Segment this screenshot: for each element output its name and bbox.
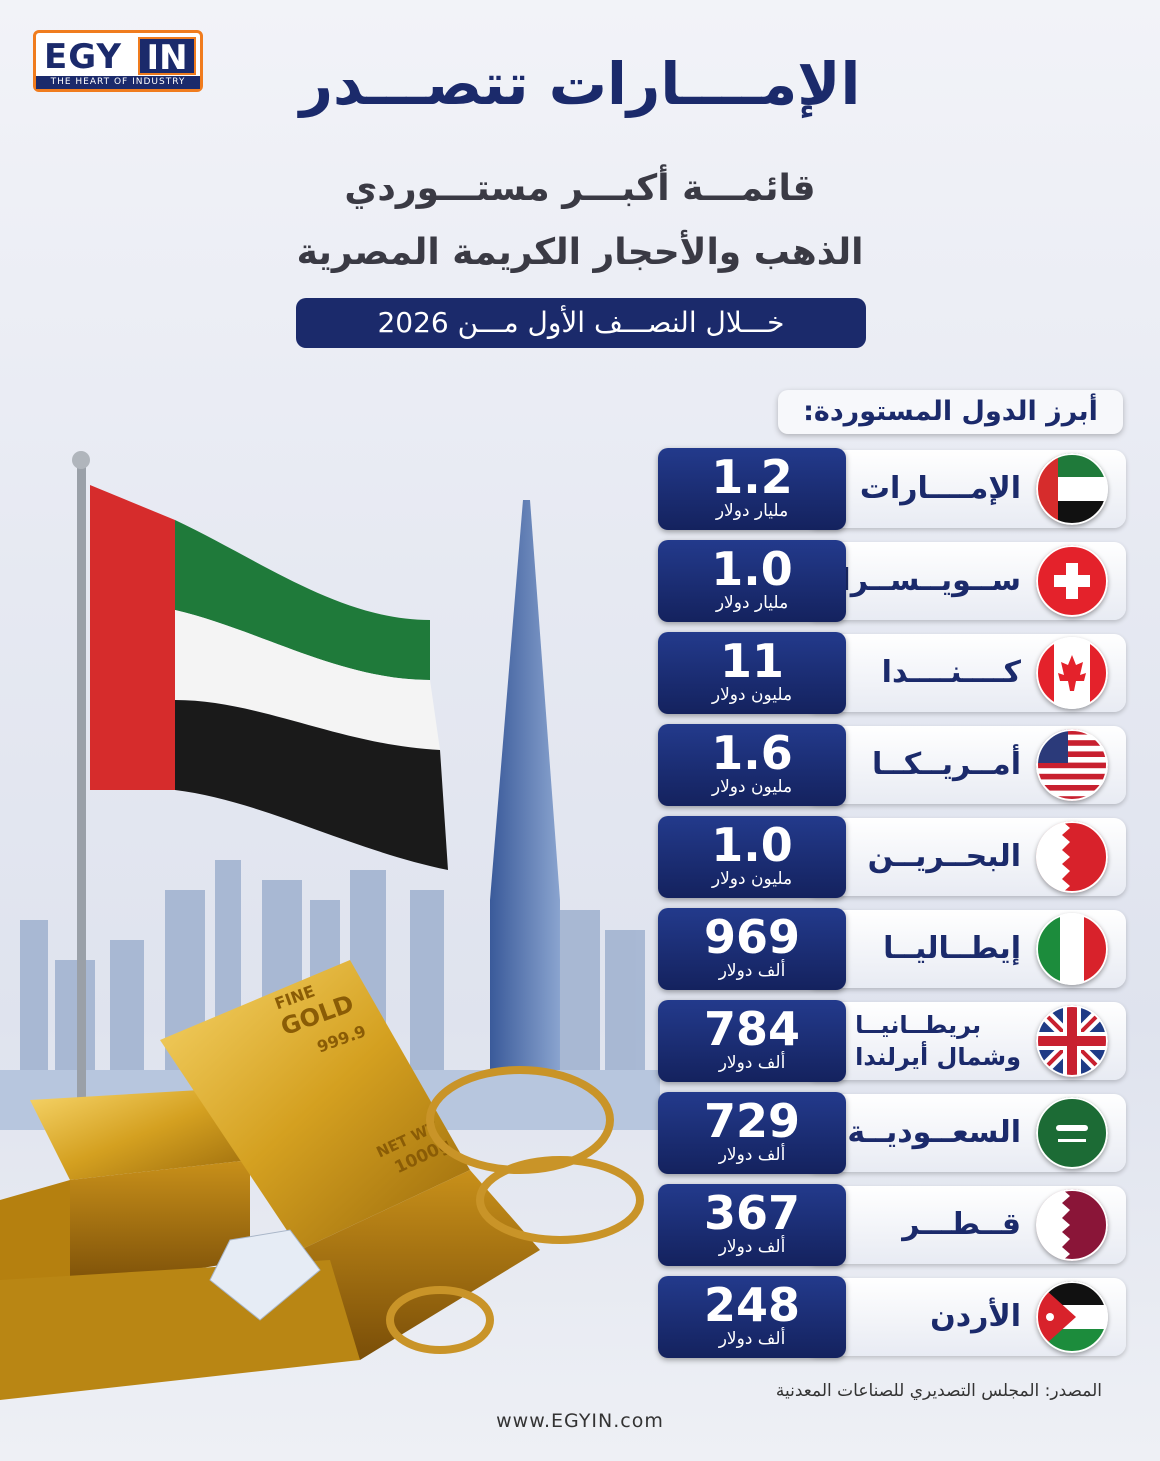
value-box: 969 ألف دولار [658, 908, 846, 990]
country-name: ســويــســرا [840, 540, 1021, 622]
value-box: 248 ألف دولار [658, 1276, 846, 1358]
flag [1036, 545, 1108, 617]
flag [1036, 821, 1108, 893]
value-box: 11 مليون دولار [658, 632, 846, 714]
logo: EGY IN THE HEART OF INDUSTRY [33, 30, 203, 92]
value: 248 [703, 1278, 801, 1332]
unit: ألف دولار [718, 1237, 786, 1257]
country-row: البحــريــن 1.0 مليون دولار [656, 816, 1126, 898]
value: 1.0 [711, 542, 793, 596]
value: 969 [703, 910, 801, 964]
value-box: 1.6 مليون دولار [658, 724, 846, 806]
flag [1036, 453, 1108, 525]
country-name: بريطــانيــا وشمال أيرلندا [855, 1000, 1021, 1082]
jewelry [386, 1066, 644, 1354]
unit: ألف دولار [718, 961, 786, 981]
diamond [209, 1229, 321, 1321]
tower [490, 500, 560, 1090]
country-row: قــطـــر 367 ألف دولار [656, 1184, 1126, 1266]
gold-bars [0, 960, 540, 1400]
value-box: 1.2 مليار دولار [658, 448, 846, 530]
unit: ألف دولار [718, 1053, 786, 1073]
list-heading: أبرز الدول المستوردة: [778, 390, 1123, 434]
country-row: الإمــــارات 1.2 مليار دولار [656, 448, 1126, 530]
country-line: الإمــــارات [859, 471, 1021, 506]
country-row: الأردن 248 ألف دولار [656, 1276, 1126, 1358]
country-name: الإمــــارات [860, 448, 1021, 530]
country-row: بريطــانيــا وشمال أيرلندا 784 ألف دولار [656, 1000, 1126, 1082]
country-name: السعــوديــة [847, 1092, 1021, 1174]
logo-tagline: THE HEART OF INDUSTRY [36, 76, 200, 89]
unit: ألف دولار [718, 1329, 786, 1349]
country-line: الأردن [930, 1299, 1021, 1334]
country-line: قــطـــر [902, 1207, 1021, 1242]
flag [1036, 729, 1108, 801]
country-name: البحــريــن [868, 816, 1021, 898]
country-line: السعــوديــة [847, 1115, 1021, 1150]
country-name: قــطـــر [902, 1184, 1021, 1266]
country-name: أمــريــكــا [872, 724, 1021, 806]
value: 1.0 [711, 818, 793, 872]
country-name: إيطــاليــا [883, 908, 1021, 990]
country-row: السعــوديــة 729 ألف دولار [656, 1092, 1126, 1174]
flag-pole [77, 460, 86, 1110]
value-box: 367 ألف دولار [658, 1184, 846, 1266]
subtitle: قائمـــة أكبـــر مستـــوردي [344, 168, 816, 209]
value: 367 [703, 1186, 801, 1240]
value: 729 [703, 1094, 801, 1148]
country-line: بريطــانيــا [855, 1011, 982, 1039]
unit: مليون دولار [711, 685, 793, 705]
illustration: FINE GOLD 999.9 NET WT 1000g [0, 451, 660, 1400]
value: 11 [719, 634, 784, 688]
unit: مليار دولار [715, 501, 789, 521]
country-row: ســويــســرا 1.0 مليار دولار [656, 540, 1126, 622]
flag [1036, 637, 1108, 709]
country-line: البحــريــن [867, 839, 1021, 874]
title: الإمــــارات تتصـــدر [299, 50, 861, 118]
country-name: كــــنــــدا [882, 632, 1021, 714]
website: www.EGYIN.com [496, 1410, 664, 1432]
period: خـــلال النصـــف الأول مـــن 2026 [296, 298, 866, 348]
flag [1036, 1189, 1108, 1261]
uae-flag [90, 485, 448, 870]
logo-text: EGY [44, 37, 123, 77]
value: 1.6 [711, 726, 793, 780]
country-row: أمــريــكــا 1.6 مليون دولار [656, 724, 1126, 806]
value-box: 1.0 مليون دولار [658, 816, 846, 898]
unit: ألف دولار [718, 1145, 786, 1165]
country-line: ســويــســرا [840, 563, 1021, 598]
flag [1036, 1005, 1108, 1077]
flag [1036, 1281, 1108, 1353]
country-line: أمــريــكــا [871, 747, 1021, 782]
value: 1.2 [711, 450, 793, 504]
subtitle: الذهب والأحجار الكريمة المصرية [296, 232, 864, 273]
country-line: كــــنــــدا [881, 655, 1021, 690]
country-line: وشمال أيرلندا [855, 1043, 1021, 1071]
pole-top [72, 451, 90, 469]
flag [1036, 1097, 1108, 1169]
value-box: 1.0 مليار دولار [658, 540, 846, 622]
value: 784 [703, 1002, 801, 1056]
country-row: كــــنــــدا 11 مليون دولار [656, 632, 1126, 714]
unit: مليون دولار [711, 777, 793, 797]
country-name: الأردن [930, 1276, 1021, 1358]
country-row: إيطــاليــا 969 ألف دولار [656, 908, 1126, 990]
value-box: 784 ألف دولار [658, 1000, 846, 1082]
value-box: 729 ألف دولار [658, 1092, 846, 1174]
logo-text: IN [138, 37, 196, 77]
flag [1036, 913, 1108, 985]
country-line: إيطــاليــا [883, 931, 1021, 966]
unit: مليار دولار [715, 593, 789, 613]
source: المصدر: المجلس التصديري للصناعات المعدني… [775, 1381, 1102, 1401]
unit: مليون دولار [711, 869, 793, 889]
